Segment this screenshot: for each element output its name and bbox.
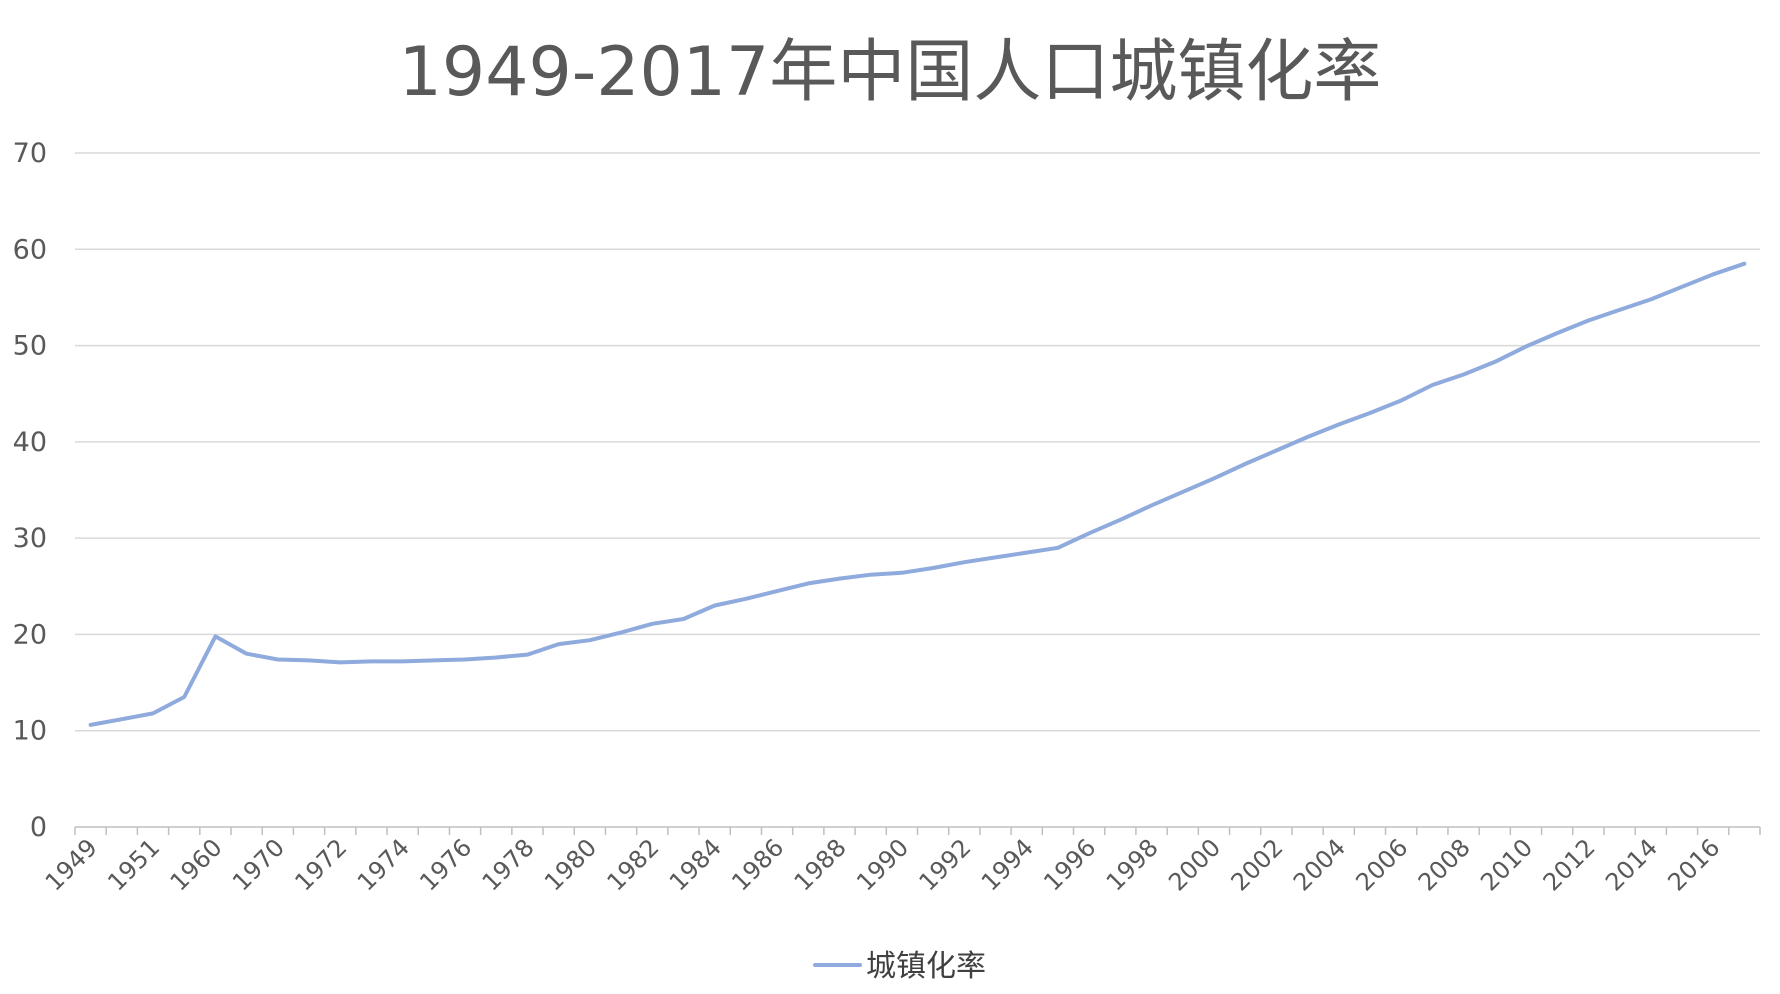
x-tick-label: 1996 [1038,833,1101,896]
x-tick-label: 2016 [1662,833,1725,896]
y-tick-label: 40 [13,427,47,458]
x-tick-label: 1984 [664,833,727,896]
x-tick-label: 2014 [1600,833,1663,896]
x-tick-label: 1976 [414,833,477,896]
legend: 城镇化率 [813,949,986,984]
x-tick-label: 1982 [602,833,665,896]
y-tick-label: 0 [30,812,47,843]
series-layer [88,261,1747,727]
x-tick-label: 1951 [102,833,165,896]
x-axis [74,826,1761,835]
x-tick-label: 2002 [1226,833,1289,896]
y-tick-label: 60 [13,234,47,265]
x-tick-label: 1949 [40,833,103,896]
x-tick-label: 1974 [352,833,415,896]
x-tick-label: 1978 [477,833,540,896]
x-tick-label: 2000 [1163,833,1226,896]
legend-label: 城镇化率 [866,949,986,984]
x-tick-label: 1992 [914,833,977,896]
y-tick-label: 10 [13,716,47,747]
y-tick-label: 50 [13,331,47,362]
y-tick-label: 30 [13,523,47,554]
x-tick-label: 1972 [289,833,352,896]
x-tick-label: 2006 [1350,833,1413,896]
x-tick-label: 1986 [726,833,789,896]
x-tick-label: 1994 [976,833,1039,896]
chart-title: 1949-2017年中国人口城镇化率 [399,33,1382,112]
y-tick-label: 20 [13,619,47,650]
x-axis-tick-labels: 1949 1951 1960 1970 1972 1974 1976 1978 1980 1982… [40,833,1726,896]
x-tick-label: 2008 [1413,833,1476,896]
x-tick-label: 1998 [1101,833,1164,896]
x-tick-label: 2004 [1288,833,1351,896]
x-tick-label: 2010 [1475,833,1538,896]
x-tick-label: 1960 [165,833,228,896]
y-tick-label: 70 [13,138,47,169]
x-tick-label: 2012 [1538,833,1601,896]
x-tick-label: 1980 [539,833,602,896]
x-tick-label: 1970 [227,833,290,896]
series-line [88,261,1747,727]
y-axis-tick-labels: 0 10 20 30 40 50 60 70 [13,138,47,843]
gridlines [75,152,1760,732]
x-tick-label: 1990 [851,833,914,896]
x-tick-label: 1988 [789,833,852,896]
